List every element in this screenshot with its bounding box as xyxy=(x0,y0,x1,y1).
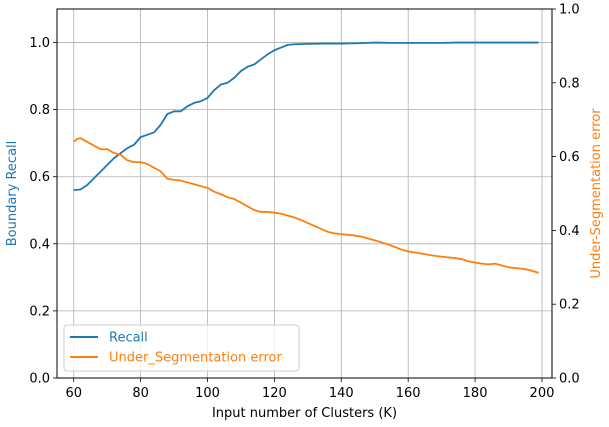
y-left-tick-label: 0.2 xyxy=(29,304,50,319)
x-tick-label: 100 xyxy=(195,386,220,401)
y-left-tick-label: 0.0 xyxy=(29,372,50,387)
y-right-tick-label: 1.0 xyxy=(559,3,580,18)
y-right-tick-label: 0.2 xyxy=(559,298,580,313)
y-right-tick-label: 0.4 xyxy=(559,224,580,239)
series-line-recall xyxy=(73,41,539,192)
y-right-tick-label: 0.0 xyxy=(559,372,580,387)
x-tick-label: 160 xyxy=(396,386,421,401)
x-axis: 60 80 100 120 140 160 180 200 xyxy=(65,378,554,401)
y-axis-right-title: Under-Segmentation error xyxy=(589,108,604,279)
x-axis-title: Input number of Clusters (K) xyxy=(212,406,397,421)
y-left-tick-label: 0.6 xyxy=(29,170,50,185)
y-left-tick-label: 0.4 xyxy=(29,237,50,252)
x-tick-label: 200 xyxy=(530,386,555,401)
y-right-tick-label: 0.8 xyxy=(559,76,580,91)
legend: Recall Under_Segmentation error xyxy=(63,324,300,372)
y-axis-right: 0.0 0.2 0.4 0.6 0.8 1.0 xyxy=(552,3,580,387)
x-tick-label: 60 xyxy=(65,386,82,401)
x-tick-label: 80 xyxy=(132,386,149,401)
series-line-under-segmentation xyxy=(73,137,539,274)
x-tick-label: 180 xyxy=(463,386,488,401)
y-left-tick-label: 0.8 xyxy=(29,103,50,118)
legend-box xyxy=(63,324,300,372)
series-layer xyxy=(73,41,539,274)
y-axis-left-title: Boundary Recall xyxy=(5,141,20,247)
legend-label-recall: Recall xyxy=(109,331,148,346)
x-tick-label: 120 xyxy=(262,386,287,401)
x-tick-label: 140 xyxy=(329,386,354,401)
legend-label-under-segmentation: Under_Segmentation error xyxy=(109,351,282,366)
plot-frame xyxy=(56,8,553,379)
y-left-tick-label: 1.0 xyxy=(29,36,50,51)
y-axis-left: 0.0 0.2 0.4 0.6 0.8 1.0 xyxy=(29,36,57,387)
y-right-tick-label: 0.6 xyxy=(559,150,580,165)
